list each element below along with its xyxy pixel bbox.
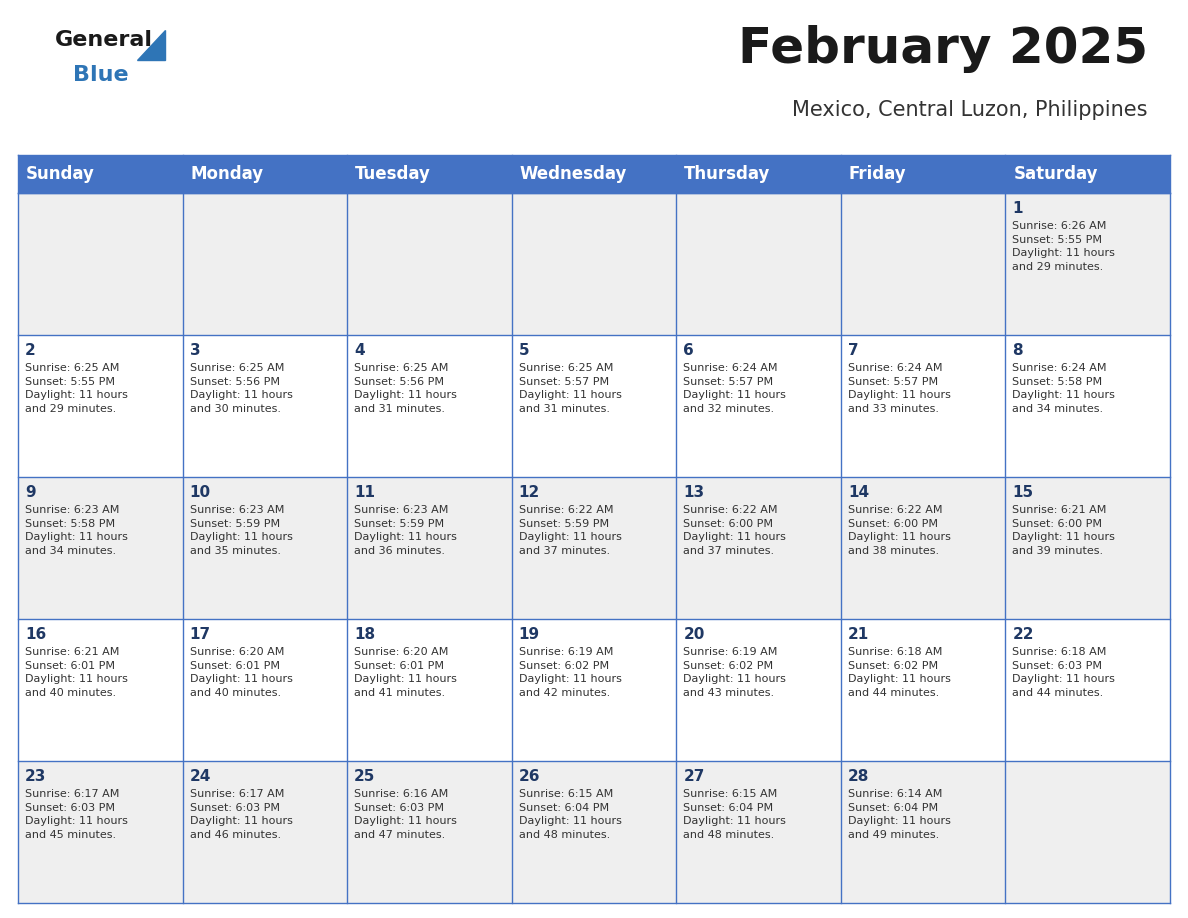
Text: Thursday: Thursday bbox=[684, 165, 771, 183]
Text: Sunrise: 6:25 AM
Sunset: 5:56 PM
Daylight: 11 hours
and 31 minutes.: Sunrise: 6:25 AM Sunset: 5:56 PM Dayligh… bbox=[354, 363, 457, 414]
Bar bbox=[18, 335, 1170, 477]
Text: Sunday: Sunday bbox=[26, 165, 95, 183]
Text: Sunrise: 6:22 AM
Sunset: 6:00 PM
Daylight: 11 hours
and 37 minutes.: Sunrise: 6:22 AM Sunset: 6:00 PM Dayligh… bbox=[683, 505, 786, 555]
Text: 15: 15 bbox=[1012, 485, 1034, 500]
Text: Sunrise: 6:23 AM
Sunset: 5:59 PM
Daylight: 11 hours
and 35 minutes.: Sunrise: 6:23 AM Sunset: 5:59 PM Dayligh… bbox=[190, 505, 292, 555]
Text: February 2025: February 2025 bbox=[738, 25, 1148, 73]
Text: Sunrise: 6:14 AM
Sunset: 6:04 PM
Daylight: 11 hours
and 49 minutes.: Sunrise: 6:14 AM Sunset: 6:04 PM Dayligh… bbox=[848, 789, 950, 840]
Text: 1: 1 bbox=[1012, 201, 1023, 216]
Text: Sunrise: 6:25 AM
Sunset: 5:56 PM
Daylight: 11 hours
and 30 minutes.: Sunrise: 6:25 AM Sunset: 5:56 PM Dayligh… bbox=[190, 363, 292, 414]
Text: Sunrise: 6:18 AM
Sunset: 6:03 PM
Daylight: 11 hours
and 44 minutes.: Sunrise: 6:18 AM Sunset: 6:03 PM Dayligh… bbox=[1012, 647, 1116, 698]
Text: Sunrise: 6:19 AM
Sunset: 6:02 PM
Daylight: 11 hours
and 42 minutes.: Sunrise: 6:19 AM Sunset: 6:02 PM Dayligh… bbox=[519, 647, 621, 698]
Polygon shape bbox=[137, 30, 165, 60]
Text: 19: 19 bbox=[519, 627, 539, 642]
Text: Sunrise: 6:23 AM
Sunset: 5:58 PM
Daylight: 11 hours
and 34 minutes.: Sunrise: 6:23 AM Sunset: 5:58 PM Dayligh… bbox=[25, 505, 128, 555]
Text: Sunrise: 6:19 AM
Sunset: 6:02 PM
Daylight: 11 hours
and 43 minutes.: Sunrise: 6:19 AM Sunset: 6:02 PM Dayligh… bbox=[683, 647, 786, 698]
Text: 14: 14 bbox=[848, 485, 868, 500]
Text: Sunrise: 6:21 AM
Sunset: 6:00 PM
Daylight: 11 hours
and 39 minutes.: Sunrise: 6:21 AM Sunset: 6:00 PM Dayligh… bbox=[1012, 505, 1116, 555]
Text: 21: 21 bbox=[848, 627, 870, 642]
Text: Sunrise: 6:24 AM
Sunset: 5:58 PM
Daylight: 11 hours
and 34 minutes.: Sunrise: 6:24 AM Sunset: 5:58 PM Dayligh… bbox=[1012, 363, 1116, 414]
Text: 2: 2 bbox=[25, 343, 36, 358]
Bar bbox=[18, 477, 1170, 619]
Text: 9: 9 bbox=[25, 485, 36, 500]
Bar bbox=[18, 761, 1170, 903]
Text: Sunrise: 6:25 AM
Sunset: 5:57 PM
Daylight: 11 hours
and 31 minutes.: Sunrise: 6:25 AM Sunset: 5:57 PM Dayligh… bbox=[519, 363, 621, 414]
Text: 24: 24 bbox=[190, 769, 211, 784]
Text: 4: 4 bbox=[354, 343, 365, 358]
Text: Sunrise: 6:25 AM
Sunset: 5:55 PM
Daylight: 11 hours
and 29 minutes.: Sunrise: 6:25 AM Sunset: 5:55 PM Dayligh… bbox=[25, 363, 128, 414]
Text: Monday: Monday bbox=[190, 165, 264, 183]
Text: 28: 28 bbox=[848, 769, 870, 784]
Text: Sunrise: 6:20 AM
Sunset: 6:01 PM
Daylight: 11 hours
and 41 minutes.: Sunrise: 6:20 AM Sunset: 6:01 PM Dayligh… bbox=[354, 647, 457, 698]
Bar bbox=[18, 155, 1170, 193]
Text: Sunrise: 6:21 AM
Sunset: 6:01 PM
Daylight: 11 hours
and 40 minutes.: Sunrise: 6:21 AM Sunset: 6:01 PM Dayligh… bbox=[25, 647, 128, 698]
Text: Saturday: Saturday bbox=[1013, 165, 1098, 183]
Text: General: General bbox=[55, 30, 153, 50]
Text: Sunrise: 6:17 AM
Sunset: 6:03 PM
Daylight: 11 hours
and 45 minutes.: Sunrise: 6:17 AM Sunset: 6:03 PM Dayligh… bbox=[25, 789, 128, 840]
Text: 5: 5 bbox=[519, 343, 530, 358]
Text: 6: 6 bbox=[683, 343, 694, 358]
Text: 25: 25 bbox=[354, 769, 375, 784]
Text: Blue: Blue bbox=[72, 65, 128, 85]
Text: 11: 11 bbox=[354, 485, 375, 500]
Text: Sunrise: 6:17 AM
Sunset: 6:03 PM
Daylight: 11 hours
and 46 minutes.: Sunrise: 6:17 AM Sunset: 6:03 PM Dayligh… bbox=[190, 789, 292, 840]
Text: 26: 26 bbox=[519, 769, 541, 784]
Text: Mexico, Central Luzon, Philippines: Mexico, Central Luzon, Philippines bbox=[792, 100, 1148, 120]
Bar bbox=[18, 619, 1170, 761]
Text: Sunrise: 6:26 AM
Sunset: 5:55 PM
Daylight: 11 hours
and 29 minutes.: Sunrise: 6:26 AM Sunset: 5:55 PM Dayligh… bbox=[1012, 221, 1116, 272]
Text: 3: 3 bbox=[190, 343, 201, 358]
Text: 20: 20 bbox=[683, 627, 704, 642]
Text: 8: 8 bbox=[1012, 343, 1023, 358]
Text: Sunrise: 6:15 AM
Sunset: 6:04 PM
Daylight: 11 hours
and 48 minutes.: Sunrise: 6:15 AM Sunset: 6:04 PM Dayligh… bbox=[683, 789, 786, 840]
Text: 23: 23 bbox=[25, 769, 46, 784]
Text: Sunrise: 6:22 AM
Sunset: 6:00 PM
Daylight: 11 hours
and 38 minutes.: Sunrise: 6:22 AM Sunset: 6:00 PM Dayligh… bbox=[848, 505, 950, 555]
Text: 12: 12 bbox=[519, 485, 541, 500]
Text: Sunrise: 6:23 AM
Sunset: 5:59 PM
Daylight: 11 hours
and 36 minutes.: Sunrise: 6:23 AM Sunset: 5:59 PM Dayligh… bbox=[354, 505, 457, 555]
Text: 17: 17 bbox=[190, 627, 210, 642]
Text: 18: 18 bbox=[354, 627, 375, 642]
Text: 22: 22 bbox=[1012, 627, 1034, 642]
Text: 27: 27 bbox=[683, 769, 704, 784]
Bar bbox=[18, 193, 1170, 335]
Text: Wednesday: Wednesday bbox=[519, 165, 627, 183]
Text: Sunrise: 6:22 AM
Sunset: 5:59 PM
Daylight: 11 hours
and 37 minutes.: Sunrise: 6:22 AM Sunset: 5:59 PM Dayligh… bbox=[519, 505, 621, 555]
Text: Sunrise: 6:24 AM
Sunset: 5:57 PM
Daylight: 11 hours
and 32 minutes.: Sunrise: 6:24 AM Sunset: 5:57 PM Dayligh… bbox=[683, 363, 786, 414]
Text: Sunrise: 6:18 AM
Sunset: 6:02 PM
Daylight: 11 hours
and 44 minutes.: Sunrise: 6:18 AM Sunset: 6:02 PM Dayligh… bbox=[848, 647, 950, 698]
Text: Sunrise: 6:15 AM
Sunset: 6:04 PM
Daylight: 11 hours
and 48 minutes.: Sunrise: 6:15 AM Sunset: 6:04 PM Dayligh… bbox=[519, 789, 621, 840]
Text: Sunrise: 6:16 AM
Sunset: 6:03 PM
Daylight: 11 hours
and 47 minutes.: Sunrise: 6:16 AM Sunset: 6:03 PM Dayligh… bbox=[354, 789, 457, 840]
Text: 10: 10 bbox=[190, 485, 210, 500]
Text: Sunrise: 6:24 AM
Sunset: 5:57 PM
Daylight: 11 hours
and 33 minutes.: Sunrise: 6:24 AM Sunset: 5:57 PM Dayligh… bbox=[848, 363, 950, 414]
Text: Friday: Friday bbox=[849, 165, 906, 183]
Text: Sunrise: 6:20 AM
Sunset: 6:01 PM
Daylight: 11 hours
and 40 minutes.: Sunrise: 6:20 AM Sunset: 6:01 PM Dayligh… bbox=[190, 647, 292, 698]
Text: 16: 16 bbox=[25, 627, 46, 642]
Text: Tuesday: Tuesday bbox=[355, 165, 431, 183]
Text: 7: 7 bbox=[848, 343, 859, 358]
Text: 13: 13 bbox=[683, 485, 704, 500]
